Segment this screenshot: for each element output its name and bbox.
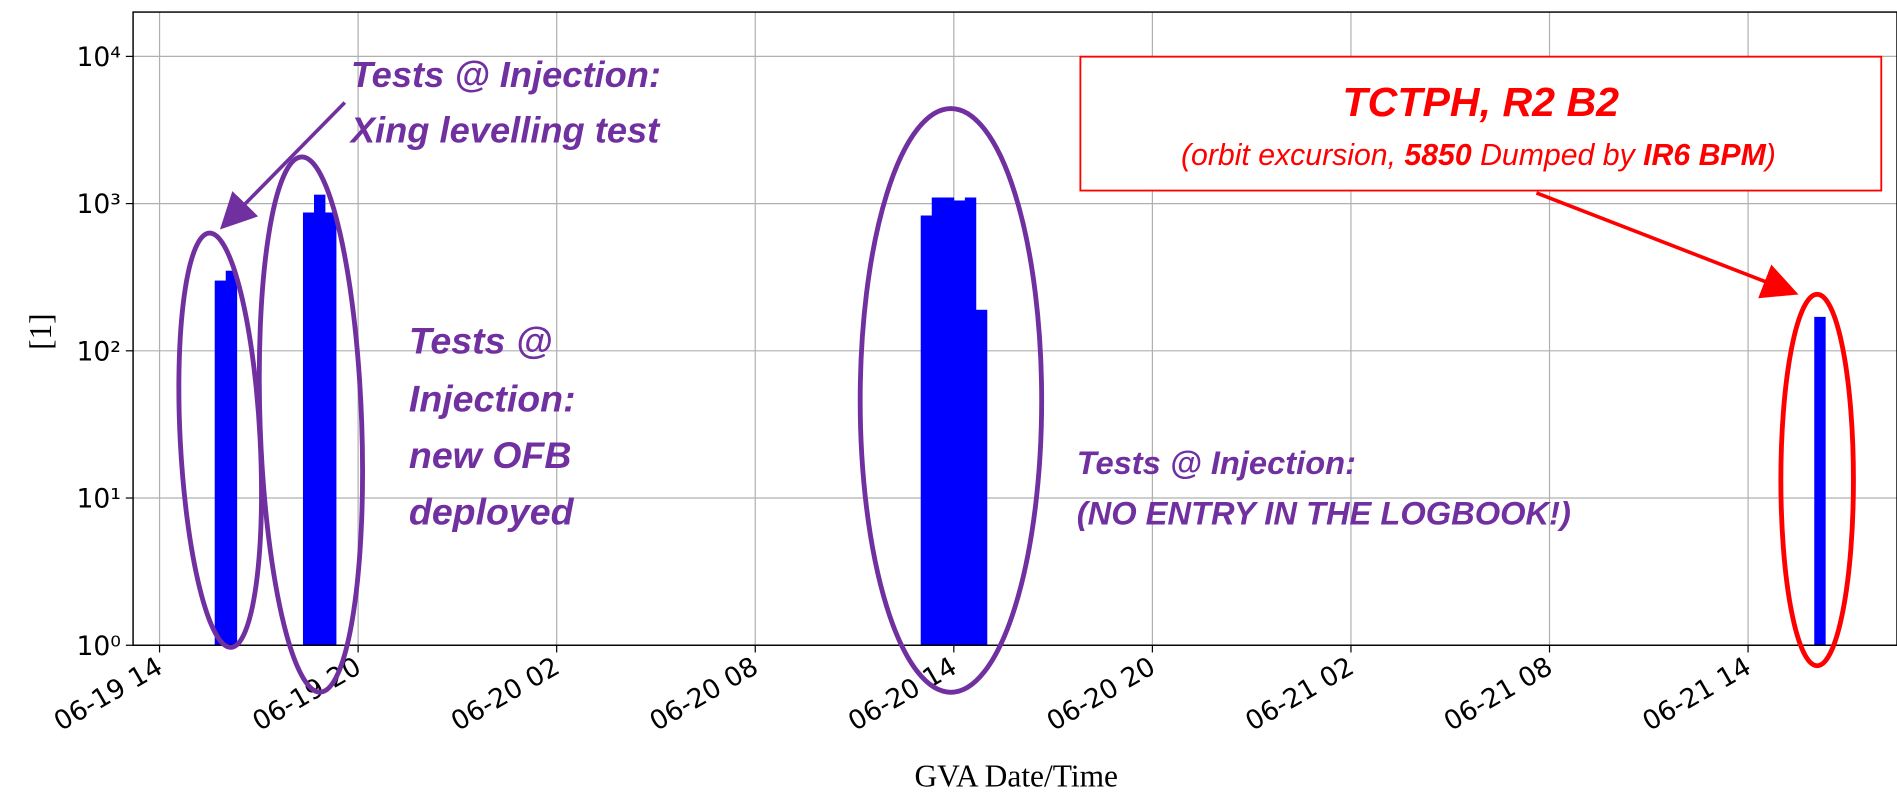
bar <box>1814 316 1826 646</box>
x-tick-label: 06-21 02 <box>1240 651 1359 737</box>
annotation-box <box>1079 55 1883 192</box>
y-tick-label: 10¹ <box>76 484 121 515</box>
annotation: Tests @ Injection: (NO ENTRY IN THE LOGB… <box>1077 444 1571 532</box>
annotation-part: ) <box>1763 139 1776 172</box>
y-tick-label: 10⁴ <box>76 42 121 73</box>
annotation-title: TCTPH, R2 B2 <box>1343 79 1620 125</box>
annotation: Tests @ Injection: Xing levelling test <box>349 54 671 150</box>
y-axis-label: [1] <box>23 313 58 350</box>
x-tick-label: 06-20 20 <box>1042 651 1161 737</box>
arrow <box>219 101 347 230</box>
annotation-line: Tests @ Injection: <box>351 54 661 95</box>
x-axis-label: GVA Date/Time <box>914 758 1118 793</box>
x-tick-label: 06-19 14 <box>49 651 168 737</box>
arrow <box>1535 191 1799 299</box>
bar <box>302 212 315 646</box>
annotation-line: (NO ENTRY IN THE LOGBOOK!) <box>1077 495 1571 532</box>
bar <box>920 215 933 646</box>
y-tick-label: 10² <box>76 336 121 367</box>
bar <box>931 197 944 646</box>
annotation-line: Tests @ Injection: <box>1077 444 1356 481</box>
bar <box>313 194 326 646</box>
bar <box>225 270 238 646</box>
x-tick-label: 06-21 14 <box>1637 651 1756 737</box>
x-tick-label: 06-21 08 <box>1439 651 1558 737</box>
annotation-line: deployed <box>409 491 575 533</box>
highlight-ellipse <box>857 106 1045 695</box>
bar <box>942 197 955 646</box>
highlight-ellipse <box>256 154 365 695</box>
plot-frame <box>132 11 1897 646</box>
x-tick-label: 06-19 20 <box>247 651 366 737</box>
annotation-line: Injection: <box>409 377 576 419</box>
bar <box>975 309 988 646</box>
annotation-part: IR6 BPM <box>1643 139 1766 172</box>
bar <box>953 200 966 646</box>
x-tick-label: 06-20 02 <box>446 651 565 737</box>
annotation-part: Dumped by <box>1472 139 1643 172</box>
x-tick-label: 06-20 08 <box>644 651 763 737</box>
annotation-line: Tests @ <box>409 319 553 361</box>
highlight-ellipse <box>1778 291 1856 669</box>
annotation-line: new OFB <box>409 434 572 476</box>
bar <box>214 280 227 646</box>
annotation-line: Xing levelling test <box>349 109 661 150</box>
y-tick-label: 10³ <box>76 189 121 220</box>
annotation-part: 5850 <box>1404 139 1471 172</box>
x-tick-label: 06-20 14 <box>843 651 962 737</box>
annotation: (orbit excursion, 5850 Dumped by IR6 BPM… <box>1181 139 1776 172</box>
annotation-part: (orbit excursion, <box>1181 139 1404 172</box>
y-tick-label: 10⁰ <box>76 631 121 662</box>
bar <box>964 197 977 646</box>
annotation: Tests @ Injection: new OFB deployed <box>409 319 586 532</box>
bar <box>325 212 337 646</box>
